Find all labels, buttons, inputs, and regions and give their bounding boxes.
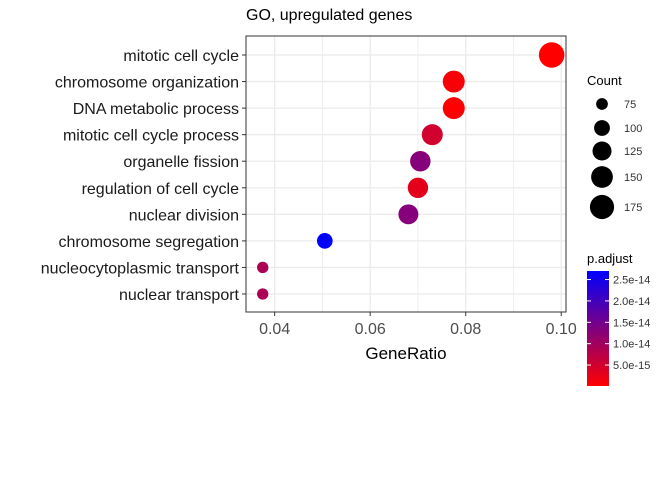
x-axis-title: GeneRatio [365,344,446,363]
p-adjust-legend-label: 2.0e-14 [613,296,650,308]
panel-background [246,36,566,312]
plot-panel [245,35,567,313]
p-adjust-legend-label: 1.0e-14 [613,339,650,351]
color-bar [587,271,609,386]
count-legend-key [589,194,615,220]
data-point [257,261,269,274]
p-adjust-legend: p.adjust 2.5e-14 2.0e-14 1.5e-14 1.0e-14 5.0… [587,251,650,386]
panel-border [245,35,567,313]
category-label: nuclear transport [119,287,240,304]
count-legend-key [596,98,608,110]
count-legend-title: Count [587,73,622,88]
data-point [410,150,431,172]
chart-title: GO, upregulated genes [246,7,412,24]
count-legend: Count 75 100 125 150 175 [587,73,642,220]
p-adjust-legend-label: 2.5e-14 [613,275,650,287]
data-point [398,204,419,225]
count-legend-label: 175 [624,202,642,214]
category-label: chromosome segregation [58,234,239,251]
count-legend-key [594,120,610,136]
count-legend-label: 100 [624,123,642,135]
category-label: organelle fission [123,154,239,171]
count-legend-label: 150 [624,172,642,184]
data-point [442,70,465,93]
x-tick-label: 0.08 [450,321,481,338]
data-point [316,233,333,249]
data-point [538,42,565,68]
category-label: regulation of cell cycle [82,181,240,198]
p-adjust-legend-title: p.adjust [587,251,633,266]
count-legend-key [592,141,612,161]
data-point [257,288,269,300]
count-legend-key [591,166,613,188]
x-axis: 0.04 0.06 0.08 0.10 [259,312,577,338]
category-labels: mitotic cell cycle chromosome organizatio… [41,48,246,304]
count-legend-label: 75 [624,99,636,111]
category-label: DNA metabolic process [73,101,239,118]
category-label: nuclear division [129,207,239,224]
data-point [407,177,429,198]
x-tick-label: 0.04 [259,321,290,338]
data-point [442,97,465,120]
data-point [421,124,443,146]
x-tick-label: 0.06 [355,321,386,338]
category-label: mitotic cell cycle [123,48,239,65]
p-adjust-legend-label: 1.5e-14 [613,317,650,329]
count-legend-label: 125 [624,146,642,158]
category-label: chromosome organization [55,75,239,92]
category-label: mitotic cell cycle process [63,128,239,145]
p-adjust-legend-label: 5.0e-15 [613,360,650,372]
category-label: nucleocytoplasmic transport [41,260,240,277]
x-tick-label: 0.10 [546,321,577,338]
